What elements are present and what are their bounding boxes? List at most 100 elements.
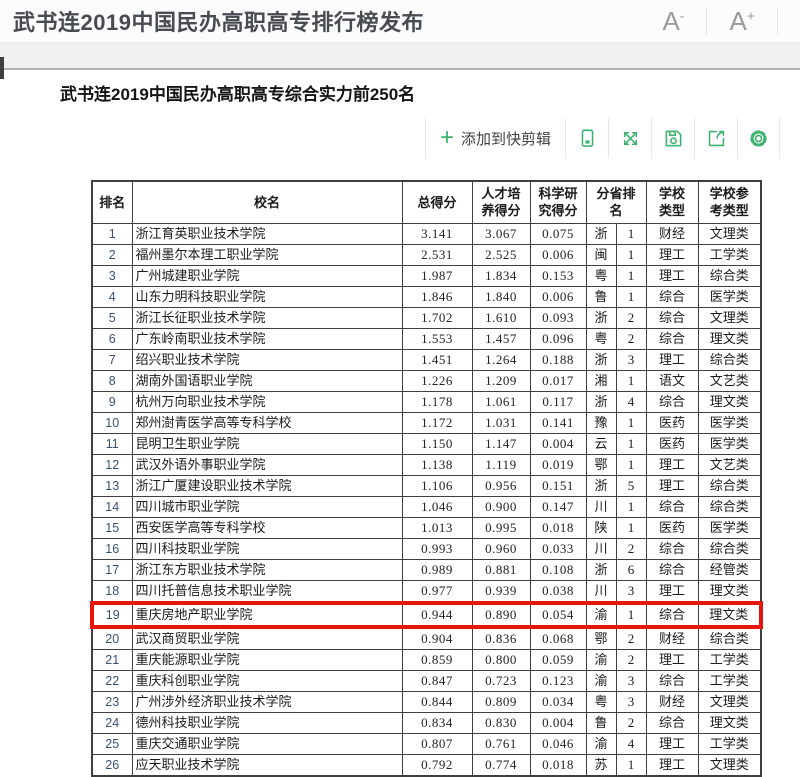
- header-band: [0, 42, 800, 70]
- cell-research: 0.153: [529, 264, 587, 287]
- cell-school: 福州墨尔本理工职业学院: [131, 243, 403, 266]
- cell-total: 1.046: [401, 495, 473, 518]
- table-row: 8 湖南外国语职业学院 1.226 1.209 0.017 湘 1 语文 文艺类: [91, 369, 762, 392]
- add-to-quickclip-button[interactable]: + 添加到快剪辑: [424, 118, 565, 158]
- cell-total: 0.989: [401, 558, 473, 581]
- fullscreen-icon: [623, 131, 637, 145]
- cell-talent: 0.890: [471, 600, 531, 629]
- cell-ref_type: 文理类: [697, 222, 762, 245]
- cell-talent: 3.067: [471, 222, 531, 245]
- cell-school: 四川城市职业学院: [131, 495, 403, 518]
- cell-type: 理工: [645, 648, 699, 671]
- table-row: 23 广州涉外经济职业技术学院 0.844 0.809 0.034 粤 3 财经 文理类: [91, 690, 762, 713]
- table-row: 18 四川托普信息技术职业学院 0.977 0.939 0.038 川 3 理工 理文类: [91, 579, 762, 603]
- cell-province: 鄂: [585, 626, 617, 650]
- cell-type: 综合: [645, 711, 699, 734]
- cell-talent: 0.960: [471, 537, 531, 560]
- cell-province: 鄂: [585, 453, 617, 476]
- cell-total: 2.531: [401, 243, 473, 266]
- phone-view-button[interactable]: [565, 118, 608, 158]
- settings-button[interactable]: [737, 118, 780, 158]
- cell-research: 0.006: [529, 285, 587, 308]
- cell-talent: 1.147: [471, 432, 531, 455]
- cell-research: 0.141: [529, 411, 587, 434]
- font-decrease-button[interactable]: A-: [656, 8, 690, 34]
- cell-province: 粤: [585, 327, 617, 350]
- cell-talent: 0.836: [471, 626, 531, 650]
- font-increase-button[interactable]: A+: [723, 8, 761, 34]
- cell-total: 1.987: [401, 264, 473, 287]
- cell-ref_type: 文艺类: [697, 453, 762, 476]
- table-row: 15 西安医学高等专科学校 1.013 0.995 0.018 陕 1 医药 医学类: [91, 516, 762, 539]
- cell-school: 郑州澍青医学高等专科学校: [131, 411, 403, 434]
- cell-type: 综合: [645, 306, 699, 329]
- cell-rank: 12: [91, 453, 133, 476]
- cell-talent: 1.264: [471, 348, 531, 371]
- cell-research: 0.046: [529, 732, 587, 755]
- cell-ref_type: 工学类: [697, 243, 762, 266]
- font-size-controls: A- A+: [656, 7, 794, 35]
- cell-type: 综合: [645, 600, 699, 629]
- cell-total: 1.702: [401, 306, 473, 329]
- cell-school: 广东岭南职业技术学院: [131, 327, 403, 350]
- cell-ref_type: 医学类: [697, 411, 762, 434]
- cell-province: 川: [585, 579, 617, 603]
- font-increase-sign: +: [746, 7, 755, 24]
- cell-ref_type: 医学类: [697, 432, 762, 455]
- cell-province: 浙: [585, 474, 617, 497]
- cell-talent: 0.900: [471, 495, 531, 518]
- cell-school: 山东力明科技职业学院: [131, 285, 403, 308]
- cell-total: 1.150: [401, 432, 473, 455]
- cell-total: 0.993: [401, 537, 473, 560]
- cell-talent: 1.834: [471, 264, 531, 287]
- cell-ref_type: 经管类: [697, 558, 762, 581]
- cell-school: 武汉外语外事职业学院: [131, 453, 403, 476]
- table-row: 6 广东岭南职业技术学院 1.553 1.457 0.096 粤 2 综合 理文类: [91, 327, 762, 350]
- font-increase-letter: A: [729, 6, 747, 36]
- table-row: 25 重庆交通职业学院 0.807 0.761 0.046 渝 4 理工 工学类: [91, 732, 762, 755]
- cell-type: 医药: [645, 516, 699, 539]
- cell-province_rank: 3: [615, 579, 647, 603]
- cell-type: 理工: [645, 348, 699, 371]
- cell-research: 0.054: [529, 600, 587, 629]
- col-header-province-rank: 分省排名: [585, 180, 647, 224]
- cell-total: 1.451: [401, 348, 473, 371]
- share-button[interactable]: [694, 118, 737, 158]
- cell-ref_type: 综合类: [697, 264, 762, 287]
- cell-province_rank: 2: [615, 537, 647, 560]
- cell-ref_type: 理文类: [697, 390, 762, 413]
- save-button[interactable]: [651, 118, 694, 158]
- fullscreen-button[interactable]: [608, 118, 651, 158]
- cell-ref_type: 工学类: [697, 648, 762, 671]
- col-header-research: 科学研 究得分: [529, 180, 587, 224]
- cell-rank: 1: [91, 222, 133, 245]
- table-row: 9 杭州万向职业技术学院 1.178 1.061 0.117 浙 4 综合 理文类: [91, 390, 762, 413]
- cell-research: 0.068: [529, 626, 587, 650]
- cell-province_rank: 1: [615, 495, 647, 518]
- cell-school: 西安医学高等专科学校: [131, 516, 403, 539]
- font-decrease-sign: -: [679, 7, 685, 24]
- cell-province: 湘: [585, 369, 617, 392]
- cell-province: 苏: [585, 753, 617, 776]
- cell-rank: 10: [91, 411, 133, 434]
- col-header-province-rank-line2: 名: [609, 203, 623, 219]
- table-row: 22 重庆科创职业学院 0.847 0.723 0.123 渝 3 综合 工学类: [91, 669, 762, 692]
- cell-ref_type: 综合类: [697, 626, 762, 650]
- cell-rank: 15: [91, 516, 133, 539]
- cell-research: 0.123: [529, 669, 587, 692]
- col-header-type: 学校 类型: [645, 180, 699, 224]
- cell-talent: 0.774: [471, 753, 531, 776]
- cell-rank: 17: [91, 558, 133, 581]
- table-row: 5 浙江长征职业技术学院 1.702 1.610 0.093 浙 2 综合 文理类: [91, 306, 762, 329]
- cell-rank: 26: [91, 753, 133, 776]
- cell-type: 综合: [645, 327, 699, 350]
- cell-total: 0.847: [401, 669, 473, 692]
- table-row: 10 郑州澍青医学高等专科学校 1.172 1.031 0.141 豫 1 医药 医学类: [91, 411, 762, 434]
- cell-research: 0.059: [529, 648, 587, 671]
- cell-total: 0.859: [401, 648, 473, 671]
- cell-talent: 1.610: [471, 306, 531, 329]
- cell-school: 昆明卫生职业学院: [131, 432, 403, 455]
- cell-total: 0.792: [401, 753, 473, 776]
- cell-province: 渝: [585, 669, 617, 692]
- main-content: 武书连2019中国民办高职高专综合实力前250名 + 添加到快剪辑: [0, 83, 800, 777]
